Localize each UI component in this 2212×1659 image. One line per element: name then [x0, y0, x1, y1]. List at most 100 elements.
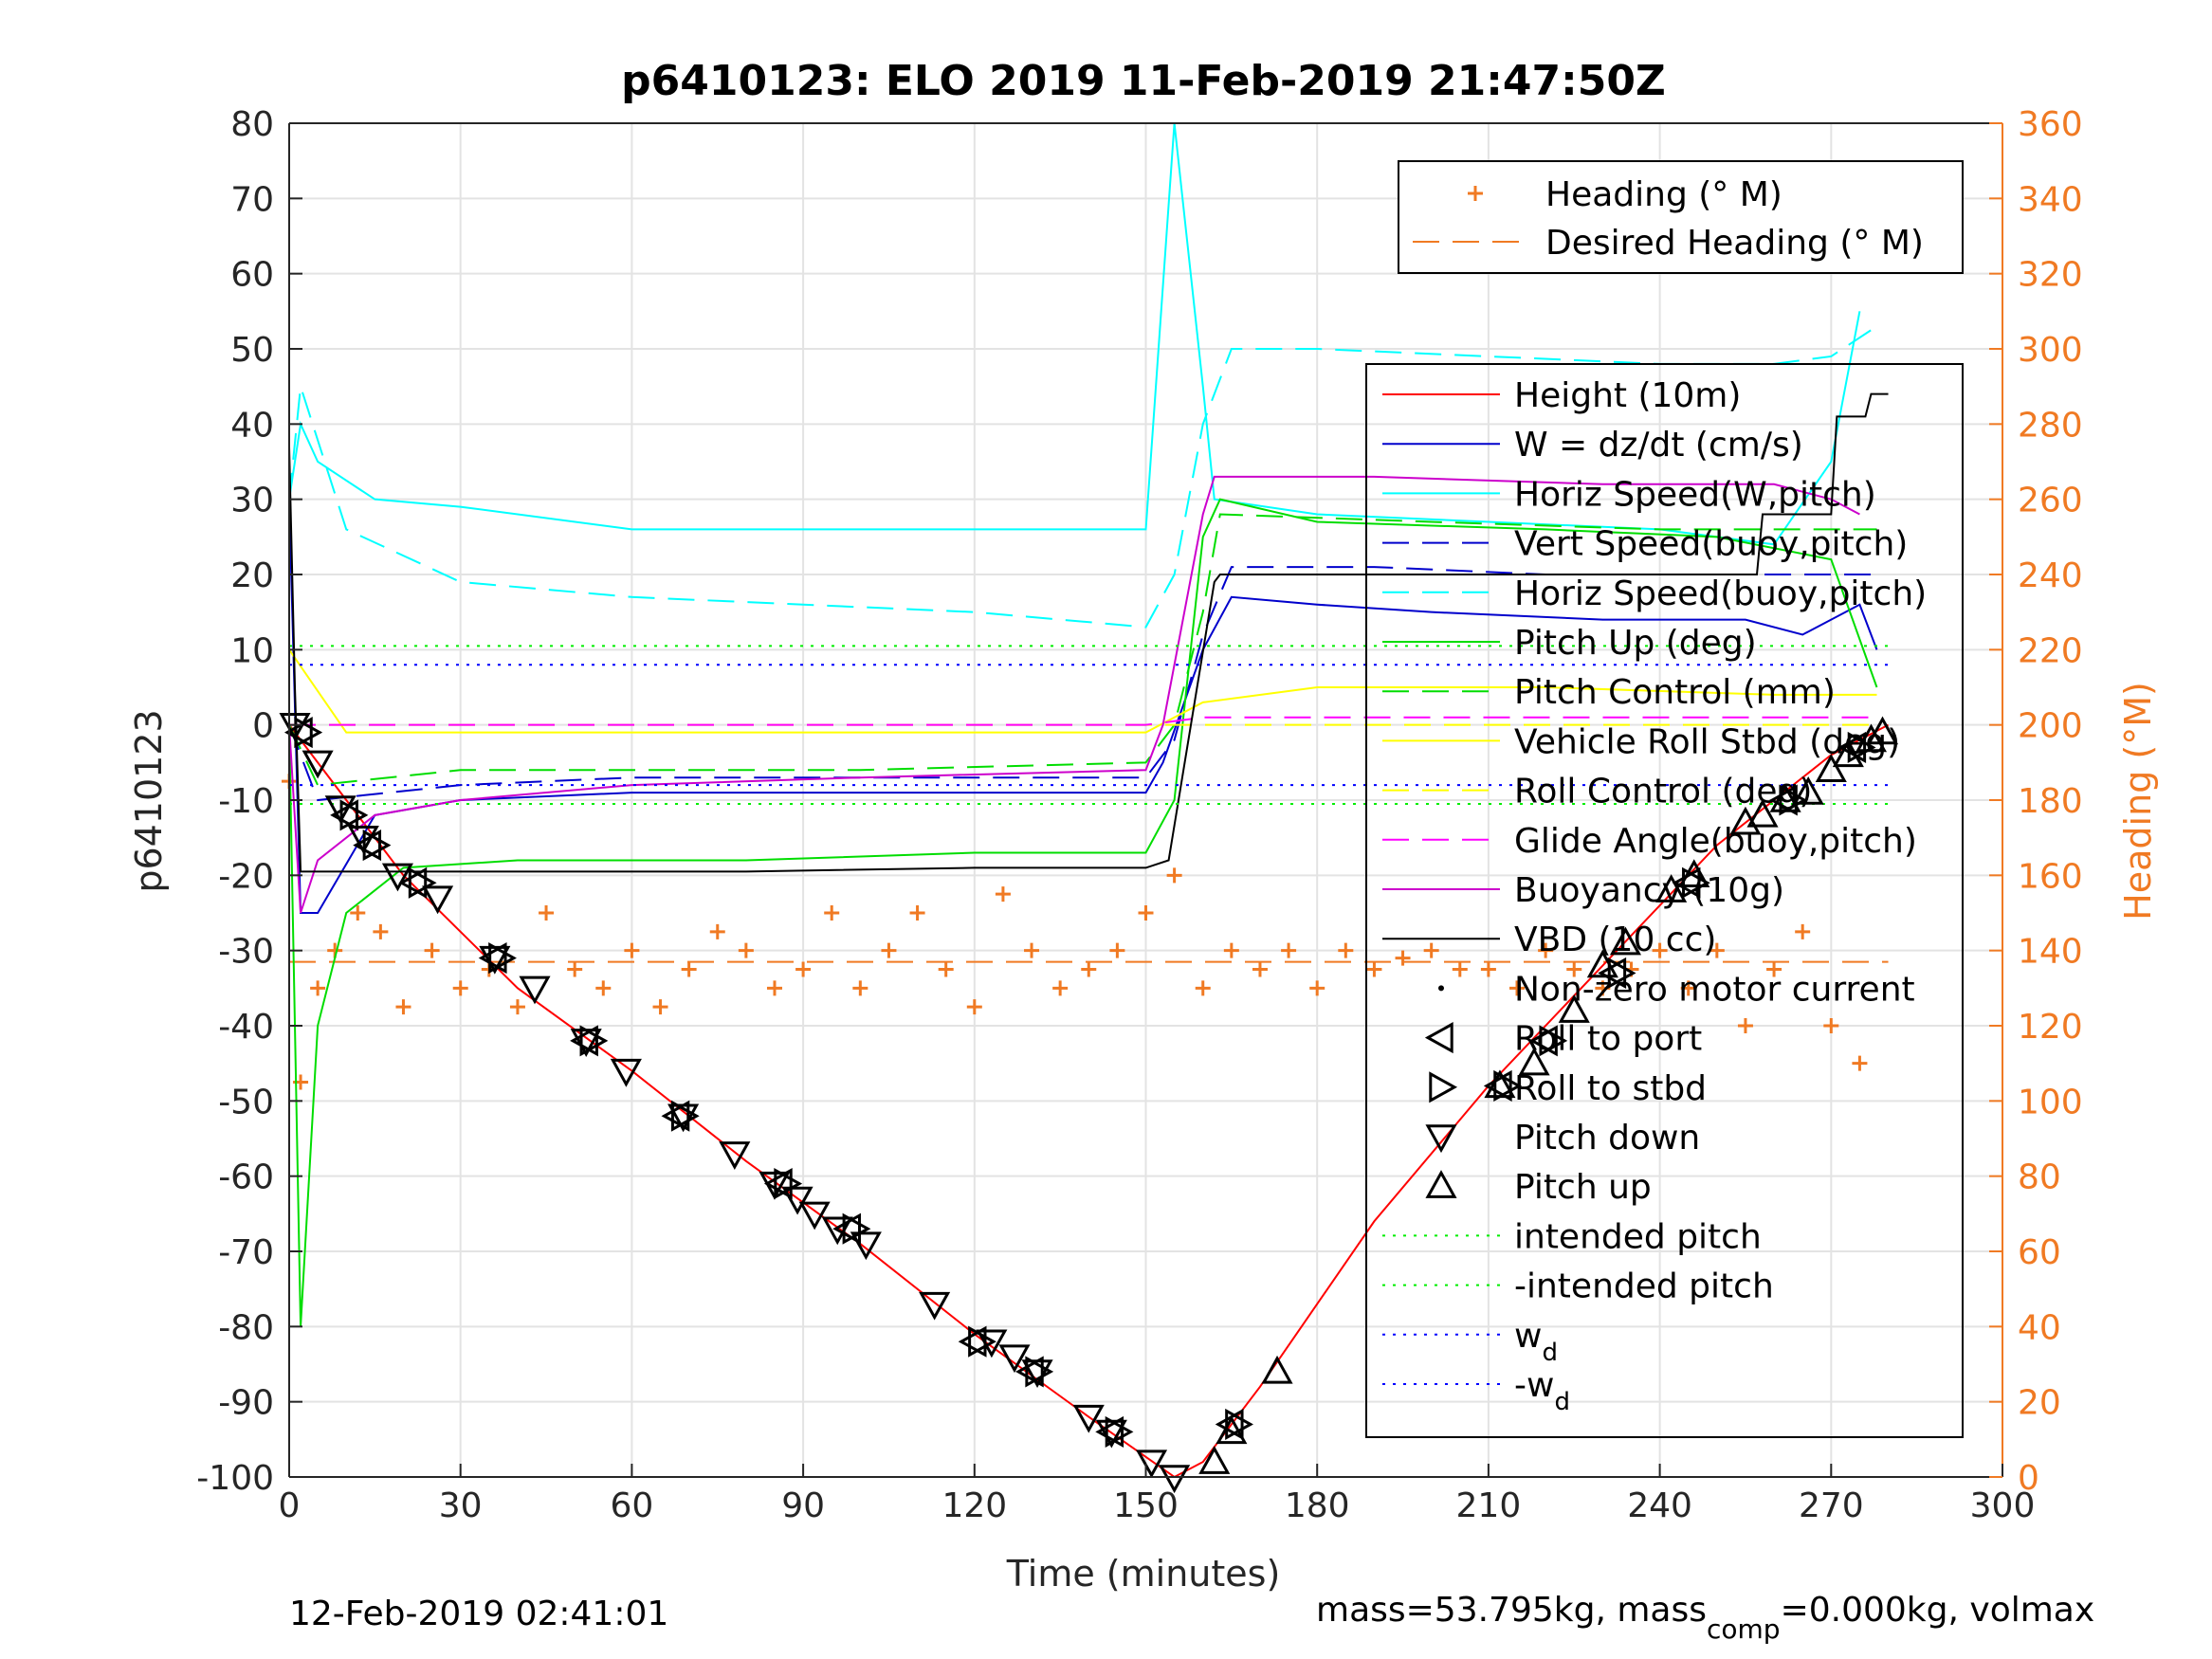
marker-up [1746, 798, 1779, 828]
marker-left [1015, 1356, 1044, 1388]
marker-left [1529, 1025, 1558, 1057]
heading-point [452, 980, 468, 996]
heading-point [966, 999, 982, 1015]
y2-tick-label: 180 [2018, 782, 2083, 821]
marker-down [324, 795, 356, 825]
x-tick-label: 270 [1799, 1486, 1864, 1525]
series-line [288, 513, 1877, 787]
marker-up [1678, 859, 1710, 888]
marker-down [381, 863, 413, 892]
marker-right [1847, 731, 1876, 764]
marker-right [488, 942, 517, 975]
marker-down [850, 1231, 882, 1261]
y2-tick-label: 280 [2018, 406, 2083, 445]
legend-main-label: wd [1514, 1317, 1558, 1367]
plot-area [279, 122, 1899, 1494]
heading-point [681, 961, 697, 977]
y2-tick-label: 300 [2018, 331, 2083, 370]
heading-point [1395, 950, 1411, 966]
legend-main-label: -wd [1514, 1366, 1570, 1416]
marker-down [781, 1186, 814, 1215]
marker-right [670, 1100, 700, 1132]
legend-heading-marker [1468, 186, 1483, 201]
y2-tick-label: 260 [2018, 482, 2083, 520]
heading-point [1281, 942, 1297, 958]
series-line [289, 716, 1877, 726]
y-tick-label: 40 [230, 406, 274, 445]
heading-point [1138, 905, 1154, 921]
heading-point [1595, 980, 1611, 996]
marker-right [408, 866, 437, 899]
y-tick-label: -10 [218, 782, 274, 821]
marker-down [479, 945, 511, 975]
heading-point [709, 923, 725, 939]
legend-main-label: VBD (10 cc) [1514, 921, 1716, 959]
legend-heading-label: Desired Heading (° M) [1545, 224, 1924, 263]
y-tick-label: 70 [230, 180, 274, 219]
heading-point [1109, 942, 1125, 958]
marker-up [1655, 874, 1688, 902]
marker-left [1598, 957, 1627, 990]
heading-point [938, 961, 954, 977]
legend-marker-sample [1429, 1071, 1458, 1103]
legend-main-label: -intended pitch [1514, 1267, 1774, 1306]
footer-mass: mass=53.795kg, masscomp=0.000kg, volmax [1316, 1591, 2094, 1645]
marker-right [1607, 957, 1636, 990]
marker-down [347, 825, 379, 854]
heading-point [1309, 980, 1325, 996]
y-tick-label: 10 [230, 631, 274, 670]
heading-point [909, 905, 925, 921]
marker-up [1216, 1415, 1248, 1445]
marker-down [919, 1291, 951, 1321]
marker-down [1072, 1404, 1105, 1433]
heading-point [738, 942, 754, 958]
marker-up [1198, 1446, 1231, 1474]
heading-point [1680, 980, 1696, 996]
y2-tick-label: 20 [2018, 1384, 2061, 1423]
marker-down [1095, 1419, 1127, 1449]
legend-main: Height (10m) W = dz/dt (cm/s) Horiz Speed(… [1365, 363, 1964, 1438]
marker-down [998, 1344, 1031, 1374]
heading-point [1024, 942, 1040, 958]
heading-point [1223, 942, 1239, 958]
marker-up [1769, 783, 1801, 812]
heading-point [1566, 961, 1582, 977]
legend-main-label: Vert Speed(buoy,pitch) [1514, 525, 1908, 564]
marker-left [353, 830, 382, 862]
legend-main-label: Horiz Speed(buoy,pitch) [1514, 574, 1927, 613]
marker-up [1815, 754, 1847, 782]
y2-axis-label: Heading (°M) [2117, 682, 2159, 921]
legend-main-box [1365, 363, 1964, 1438]
marker-up [1855, 723, 1888, 753]
y-axis-label: p6410123 [128, 709, 170, 892]
marker-right [339, 799, 369, 831]
heading-point [652, 999, 668, 1015]
marker-right [294, 717, 323, 749]
marker-left [570, 1025, 598, 1057]
series-line [288, 648, 1877, 734]
legend-main-label: Height (10m) [1514, 376, 1741, 415]
y-tick-label: 50 [230, 331, 274, 370]
y-tick-label: -50 [218, 1083, 274, 1121]
x-tick-label: 30 [439, 1486, 483, 1525]
series-line [288, 392, 1889, 873]
marker-up [1866, 716, 1899, 745]
marker-down [719, 1141, 751, 1170]
legend-heading: Heading (° M) Desired Heading (° M) [1398, 160, 1964, 274]
heading-point [766, 980, 782, 996]
chart-title: p6410123: ELO 2019 11-Feb-2019 21:47:50Z [621, 57, 1666, 105]
y-tick-label: 60 [230, 256, 274, 295]
y2-tick-label: 340 [2018, 180, 2083, 219]
legend-main-label: Roll to port [1514, 1020, 1702, 1059]
marker-right [362, 830, 392, 862]
marker-right [1779, 784, 1808, 816]
marker-left [1483, 1069, 1512, 1103]
y2-tick-label: 360 [2018, 105, 2083, 144]
marker-up [1832, 738, 1864, 768]
heading-point [1081, 961, 1097, 977]
y2-tick-label: 220 [2018, 631, 2083, 670]
series-line [288, 475, 1860, 914]
heading-point [624, 942, 640, 958]
legend-main-label: Glide Angle(buoy,pitch) [1514, 822, 1917, 861]
marker-down [798, 1201, 831, 1231]
